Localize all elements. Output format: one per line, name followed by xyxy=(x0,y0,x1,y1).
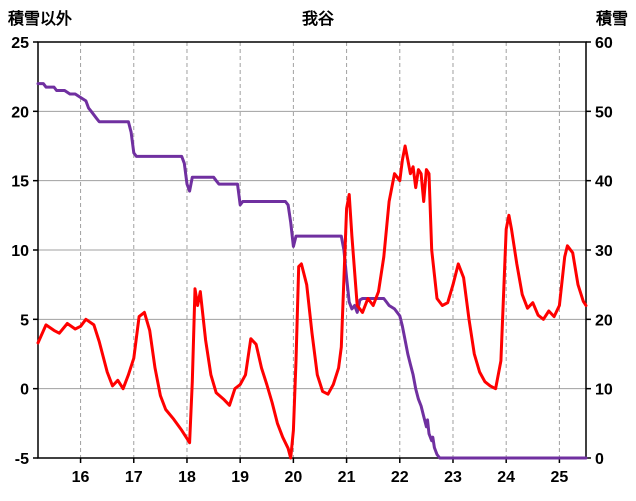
x-tick-label: 16 xyxy=(72,469,90,486)
x-tick-label: 18 xyxy=(178,469,196,486)
right-tick-label: 30 xyxy=(595,243,613,260)
right-tick-label: 60 xyxy=(595,35,613,52)
left-tick-label: 15 xyxy=(11,174,29,191)
y-axis-left-title: 積雪以外 xyxy=(8,11,73,28)
y-axis-right-title: 積雪 xyxy=(595,11,628,28)
left-tick-label: 20 xyxy=(11,104,29,121)
left-tick-label: 0 xyxy=(20,382,29,399)
left-tick-label: 25 xyxy=(11,35,29,52)
right-tick-label: 40 xyxy=(595,174,613,191)
right-tick-label: 20 xyxy=(595,312,613,329)
x-tick-label: 19 xyxy=(231,469,249,486)
left-tick-label: 5 xyxy=(20,312,29,329)
x-tick-label: 23 xyxy=(444,469,462,486)
right-tick-label: 50 xyxy=(595,104,613,121)
left-tick-label: 10 xyxy=(11,243,29,260)
x-tick-label: 24 xyxy=(497,469,515,486)
series-line-purple xyxy=(36,82,588,460)
x-tick-label: 25 xyxy=(550,469,568,486)
x-tick-label: 22 xyxy=(391,469,409,486)
x-tick-label: 21 xyxy=(338,469,356,486)
left-tick-label: -5 xyxy=(15,451,29,468)
right-tick-label: 10 xyxy=(595,382,613,399)
x-tick-label: 17 xyxy=(125,469,143,486)
series-line-red xyxy=(36,144,588,460)
right-tick-label: 0 xyxy=(595,451,604,468)
chart-title: 我谷 xyxy=(301,11,334,28)
x-tick-label: 20 xyxy=(284,469,302,486)
